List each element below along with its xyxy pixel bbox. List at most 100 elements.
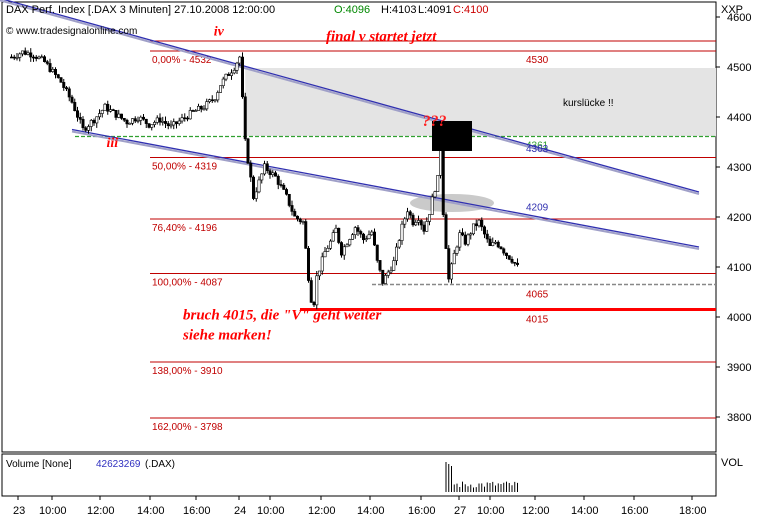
candle-body <box>12 56 16 59</box>
candle-body <box>257 179 261 193</box>
candle-body <box>205 101 209 110</box>
candle-body <box>326 248 330 252</box>
watermark: © www.tradesignalonline.com <box>6 26 137 37</box>
annotation-text: ??? <box>423 113 447 130</box>
candle-body <box>235 62 239 71</box>
candle-body <box>449 263 453 280</box>
candle-body <box>147 123 151 128</box>
annotation-text: bruch 4015, die "V" geht weiter <box>183 308 381 324</box>
candle-body <box>400 223 404 241</box>
question-box <box>432 121 472 151</box>
candle-body <box>111 109 115 111</box>
volume-panel[interactable] <box>1 453 717 497</box>
candle-body <box>334 227 338 233</box>
gap-zone-box <box>245 68 716 136</box>
candle-body <box>265 163 269 171</box>
candle-body <box>114 110 118 118</box>
x-tick-label: 12:00 <box>522 505 550 517</box>
candle-body <box>348 239 352 246</box>
candle-body <box>419 220 423 226</box>
candle-body <box>26 52 30 55</box>
fib-label: 76,40% - 4196 <box>152 223 217 234</box>
candle-body <box>51 69 55 72</box>
candle-body <box>76 110 80 118</box>
candle-body <box>444 214 448 249</box>
candle-body <box>56 74 60 78</box>
candle-body <box>397 240 401 248</box>
marker-layer <box>432 121 472 151</box>
candle-body <box>493 241 497 244</box>
candle-body <box>441 148 445 215</box>
y-tick-label: 4300 <box>727 162 751 174</box>
trendline-lower <box>71 128 700 248</box>
candle-body <box>485 233 489 240</box>
fib-label: 100,00% - 4087 <box>152 278 223 289</box>
candle-body <box>408 211 412 216</box>
candle-body <box>496 241 500 248</box>
candle-body <box>70 96 74 103</box>
candle-body <box>249 162 253 178</box>
candle-body <box>469 233 473 236</box>
candle-body <box>153 122 157 125</box>
candle-body <box>238 56 242 64</box>
y-tick-label: 4200 <box>727 212 751 224</box>
candle-body <box>15 57 19 59</box>
candle-body <box>241 56 245 98</box>
candle-body <box>246 138 250 164</box>
candle-body <box>48 63 52 72</box>
candle-body <box>458 232 462 248</box>
candle-body <box>298 218 302 222</box>
candle-body <box>120 113 124 119</box>
x-tick-label: 18:00 <box>679 505 707 517</box>
candle-body <box>133 118 137 122</box>
annotation-text: final v startet jetzt <box>326 29 437 45</box>
candle-body <box>144 118 148 124</box>
annotation-text: iv <box>214 25 225 40</box>
candle-body <box>436 175 440 192</box>
fib-label: 138,00% - 3910 <box>152 366 223 377</box>
candle-body <box>356 227 360 232</box>
candle-body <box>504 252 508 256</box>
candle-body <box>252 176 256 199</box>
candle-body <box>191 110 195 112</box>
candle-body <box>98 113 102 118</box>
candle-body <box>507 255 511 260</box>
candle-body <box>295 215 299 220</box>
x-tick-label: 10:00 <box>477 505 505 517</box>
candle-body <box>273 172 277 177</box>
candle-body <box>331 232 335 242</box>
x-tick-label: 10:00 <box>257 505 285 517</box>
candle-body <box>339 242 343 256</box>
x-tick-label: 16:00 <box>183 505 211 517</box>
candle-body <box>463 234 467 245</box>
candle-body <box>125 119 129 125</box>
candle-body <box>175 121 179 124</box>
volume-axis-label: VOL <box>721 457 743 469</box>
fib-levels-layer: 0,00% - 4532 4530 50,00% - 4319 76,40% - 41… <box>150 40 716 433</box>
candle-body <box>293 211 297 217</box>
candle-body <box>381 269 385 284</box>
candle-body <box>106 103 110 112</box>
candle-body <box>491 242 495 246</box>
candle-body <box>199 105 203 110</box>
y-tick-label: 4500 <box>727 62 751 74</box>
candle-body <box>427 214 431 222</box>
candle-body <box>202 108 206 111</box>
candle-body <box>219 85 223 93</box>
candle-body <box>433 191 437 198</box>
candle-body <box>460 232 464 236</box>
candle-body <box>87 126 91 131</box>
support-line-label: 4065 <box>526 290 549 301</box>
candle-body <box>42 56 46 62</box>
x-tick-label: 12:00 <box>87 505 115 517</box>
candle-body <box>271 172 275 175</box>
candles-layer <box>10 47 519 310</box>
candle-body <box>172 121 176 126</box>
y-axis-label: XXP <box>721 4 743 16</box>
fib-right-label: 4530 <box>526 55 549 66</box>
candle-body <box>188 110 192 120</box>
candle-body <box>73 102 77 112</box>
candle-body <box>403 218 407 225</box>
candle-body <box>383 275 387 284</box>
trendline-shadow <box>71 130 700 250</box>
